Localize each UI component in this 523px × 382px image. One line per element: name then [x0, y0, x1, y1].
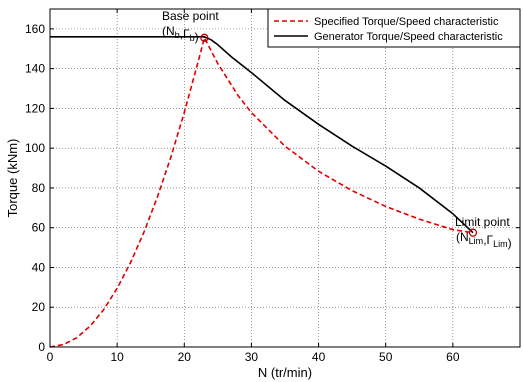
y-tick-label: 160 [25, 22, 45, 36]
legend-box [267, 8, 521, 48]
y-tick-labels: 0 20 40 60 80 100 120 140 160 [25, 22, 45, 354]
x-tick-label: 30 [245, 350, 259, 364]
limit-point-coords: (NLim,ΓLim) [456, 230, 512, 250]
series-lines [49, 36, 474, 348]
x-axis-label: N (tr/min) [258, 365, 312, 380]
limit-point-label: Limit point [455, 215, 510, 229]
base-point-label: Base point [162, 9, 219, 23]
y-tick-label: 80 [32, 181, 46, 195]
plot-background [50, 9, 520, 347]
y-axis-label: Torque (kNm) [5, 139, 20, 218]
x-tick-label: 10 [110, 350, 124, 364]
y-tick-label: 120 [25, 101, 45, 115]
x-tick-label: 40 [312, 350, 326, 364]
y-tick-label: 20 [32, 300, 46, 314]
base-point-coords: (Nb,Γb) [162, 24, 199, 44]
limit-point-marker [468, 228, 478, 237]
legend: Specified Torque/Speed characteristic Gen… [267, 8, 521, 48]
y-tick-label: 40 [32, 260, 46, 274]
base-point-marker [200, 33, 209, 42]
x-tick-label: 0 [47, 350, 54, 364]
x-tick-labels: 0 10 20 30 40 50 60 [47, 350, 460, 364]
point-markers [200, 33, 478, 237]
series-line-generator [50, 36, 474, 234]
y-tick-label: 0 [38, 340, 45, 354]
grid-lines [50, 9, 520, 347]
legend-label: Generator Torque/Speed characteristic [314, 31, 503, 43]
x-tick-label: 60 [446, 350, 460, 364]
annotations: Base point(Nb,Γb) Limit point(NLim,ΓLim) [162, 9, 512, 250]
legend-label: Specified Torque/Speed characteristic [314, 16, 499, 28]
plot-area [50, 9, 520, 347]
y-tick-label: 100 [25, 141, 45, 155]
y-tick-label: 140 [25, 62, 45, 76]
x-tick-label: 50 [379, 350, 393, 364]
y-tick-label: 60 [32, 221, 46, 235]
x-tick-label: 20 [178, 350, 192, 364]
series-line-specified [49, 37, 474, 348]
